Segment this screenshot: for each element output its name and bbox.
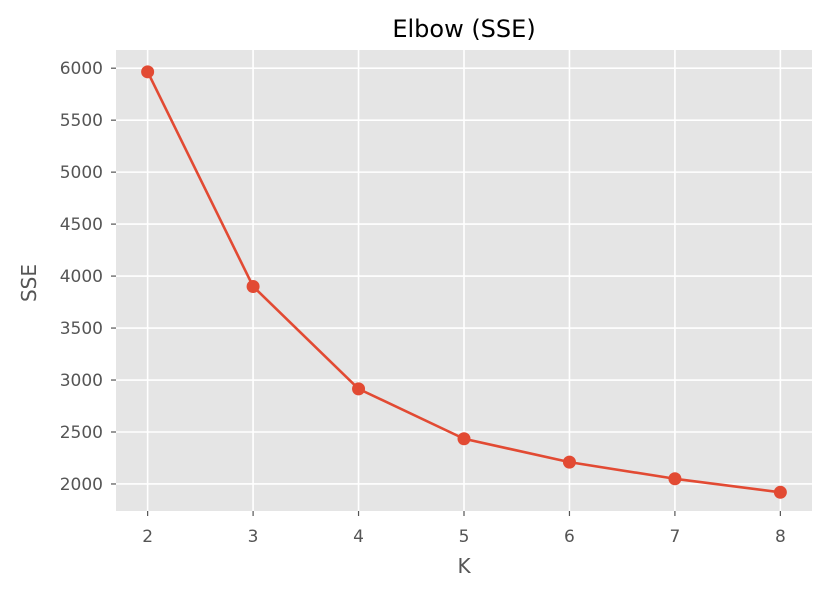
y-tick-label: 6000	[60, 59, 103, 79]
x-tick-label: 7	[669, 527, 680, 547]
x-tick-label: 5	[459, 527, 470, 547]
y-tick-label: 5000	[60, 163, 103, 183]
data-point-k3	[246, 279, 260, 293]
y-tick-label: 4500	[60, 215, 103, 235]
x-tick-label: 2	[142, 527, 153, 547]
data-point-k7	[668, 472, 682, 486]
chart-title: Elbow (SSE)	[392, 15, 535, 43]
y-gridlines	[111, 67, 812, 485]
x-tick-label: 3	[248, 527, 259, 547]
y-tick-label: 4000	[60, 267, 103, 287]
series-group	[141, 65, 787, 499]
data-point-k6	[562, 455, 576, 469]
y-axis-label: SSE	[17, 264, 41, 302]
y-tick-label: 3000	[60, 371, 103, 391]
data-point-k8	[773, 485, 787, 499]
y-tick-label: 5500	[60, 111, 103, 131]
data-point-k2	[141, 65, 155, 79]
y-tick-label: 2000	[60, 475, 103, 495]
y-tick-label: 2500	[60, 423, 103, 443]
y-tick-labels: 2000 2500 3000 3500 4000 4500 5000 5500 6000	[60, 59, 103, 495]
x-axis-label: K	[457, 554, 471, 578]
y-tick-label: 3500	[60, 319, 103, 339]
data-point-k4	[352, 382, 366, 396]
x-tick-label: 6	[564, 527, 575, 547]
x-tick-label: 4	[353, 527, 364, 547]
data-point-k5	[457, 432, 471, 446]
x-tick-label: 8	[775, 527, 786, 547]
x-tick-labels: 2 3 4 5 6 7 8	[142, 527, 786, 547]
